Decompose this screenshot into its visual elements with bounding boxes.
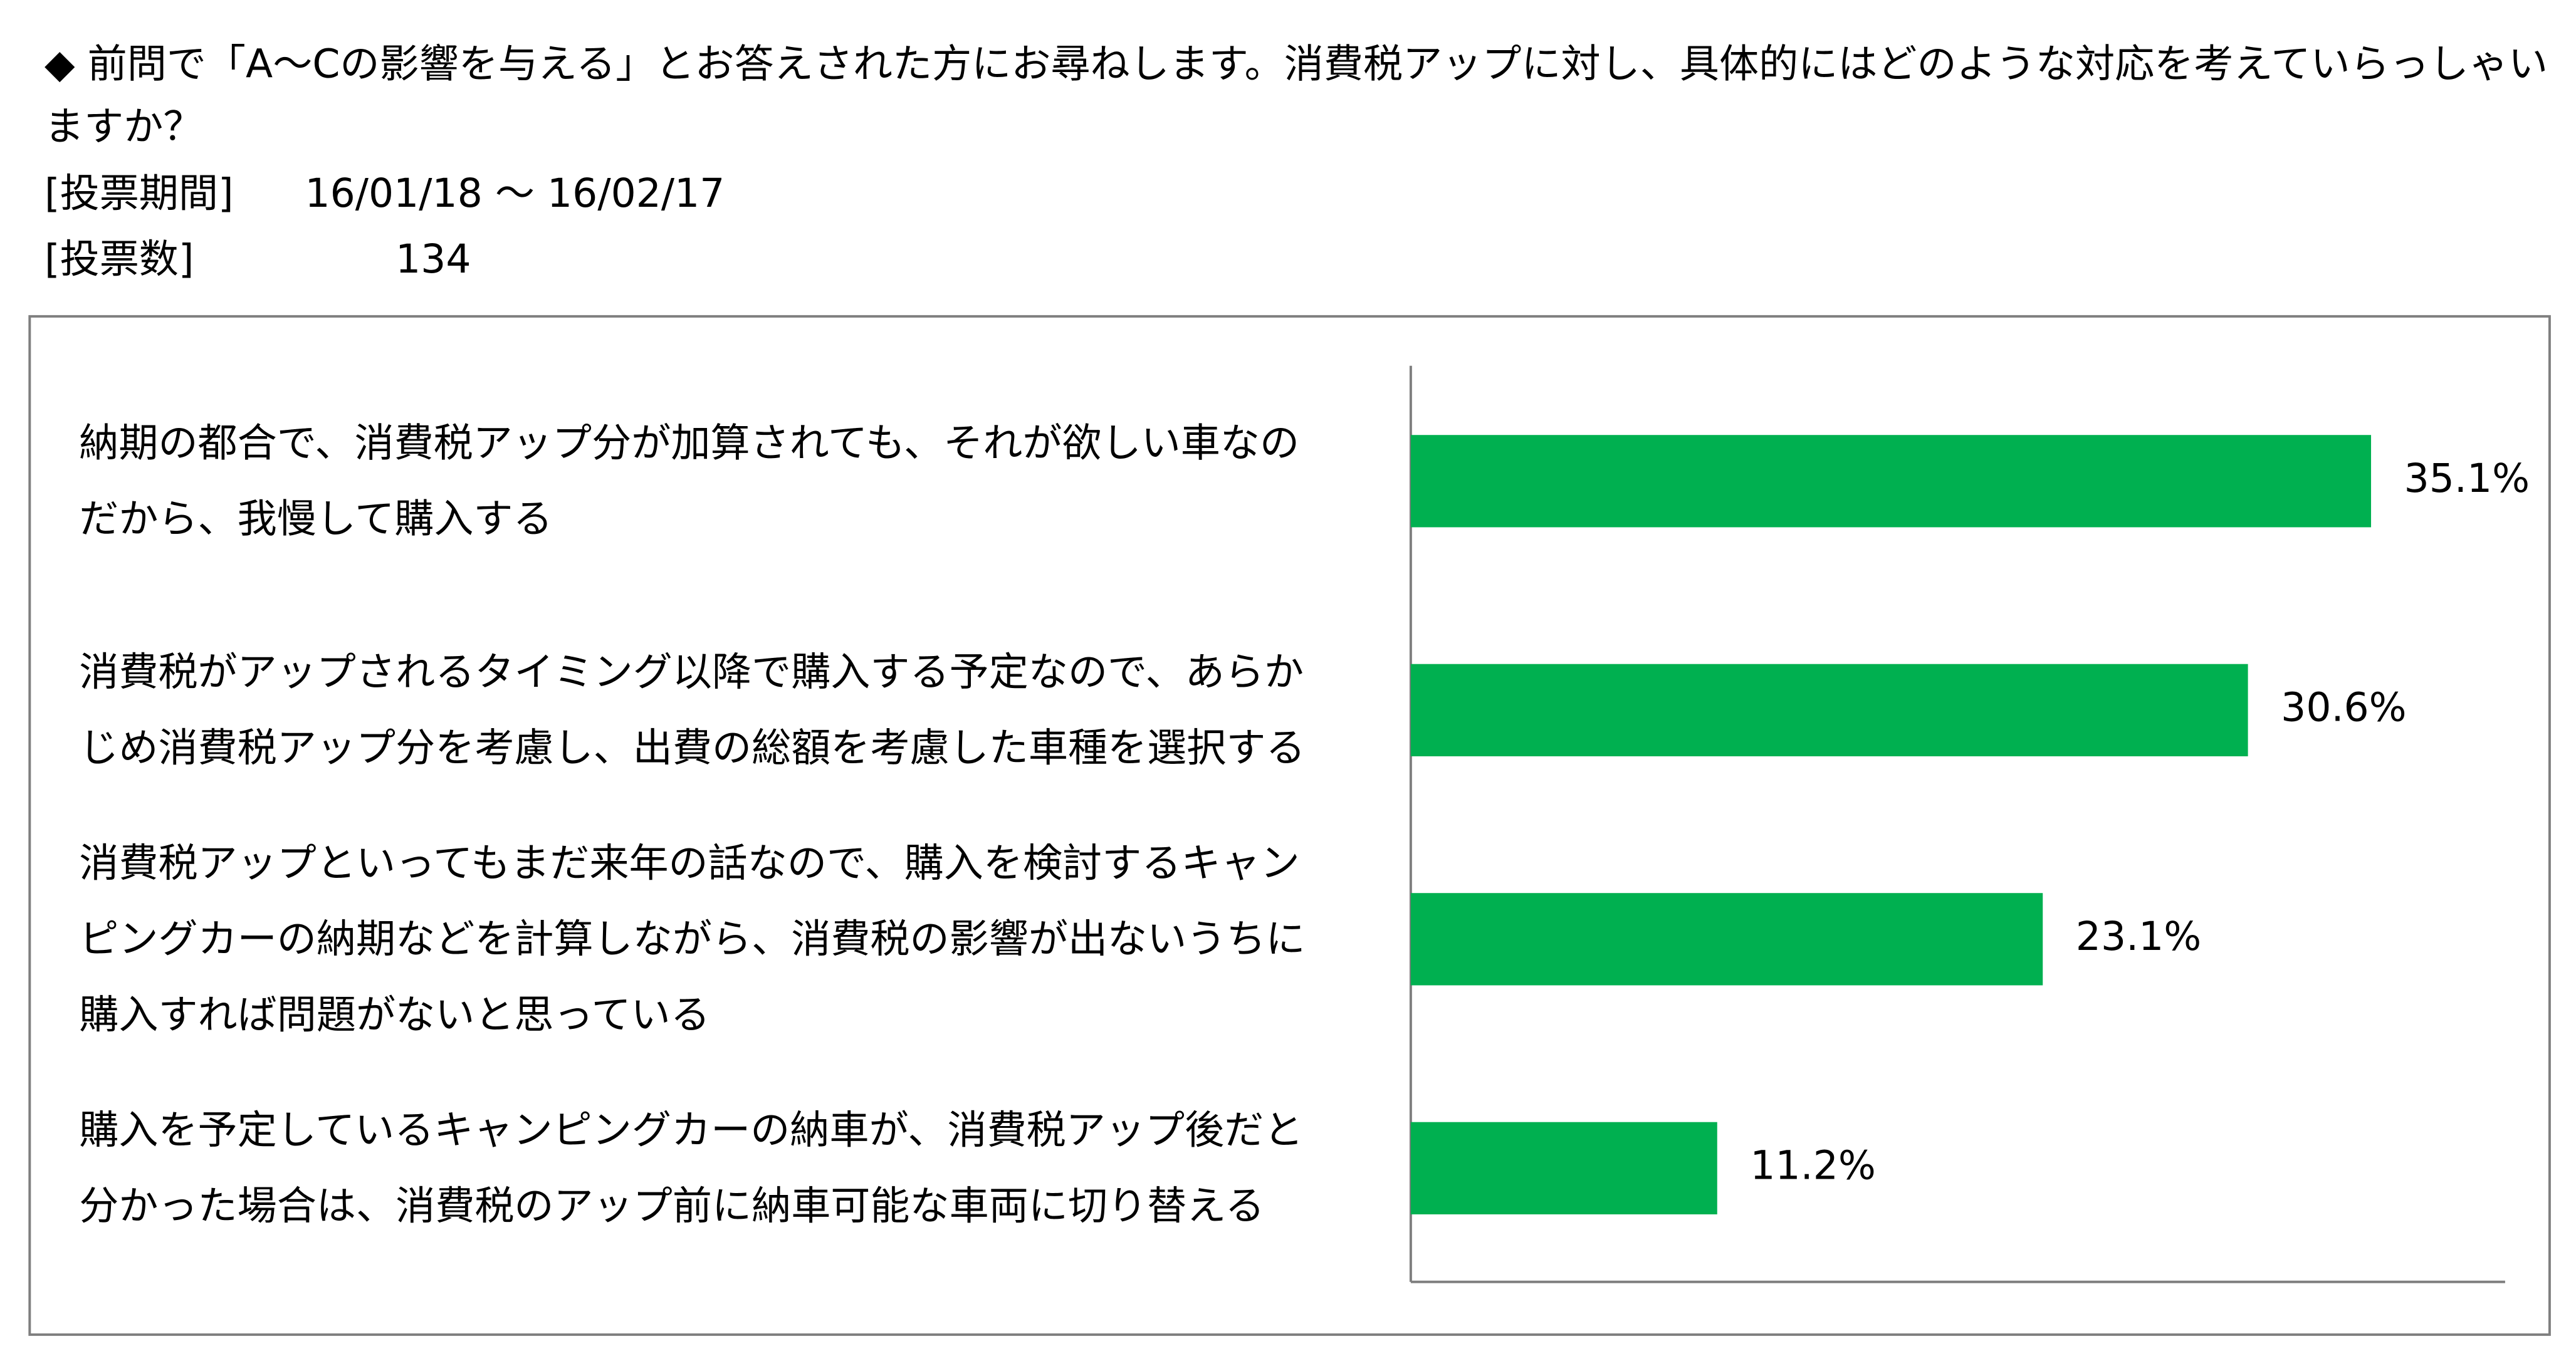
question-box: ◆ 前問で「A～Cの影響を与える」とお答えされた方にお尋ねします。消費税アップに… xyxy=(45,41,2548,150)
value-label: 23.1% xyxy=(2076,913,2201,959)
value-label: 11.2% xyxy=(1750,1142,1875,1188)
category-label: 消費税がアップされるタイミング以降で購入する予定なので、あらかじめ消費税アップ分… xyxy=(79,649,1306,771)
bar xyxy=(1410,435,2372,528)
chart-frame xyxy=(28,315,2551,1336)
count-label: [投票数] xyxy=(45,236,194,282)
category-label-box: 購入を予定しているキャンピングカーの納車が、消費税アップ後だと分かった場合は、消… xyxy=(79,1107,1304,1229)
bar xyxy=(1410,893,2043,986)
count: 134 xyxy=(395,236,471,282)
category-label: 購入を予定しているキャンピングカーの納車が、消費税アップ後だと分かった場合は、消… xyxy=(79,1107,1304,1229)
category-label-box: 消費税がアップされるタイミング以降で購入する予定なので、あらかじめ消費税アップ分… xyxy=(79,649,1306,771)
category-label: 消費税アップといってもまだ来年の話なので、購入を検討するキャンピングカーの納期な… xyxy=(79,840,1306,1038)
value-label: 35.1% xyxy=(2404,455,2530,501)
period: 16/01/18 ～ 16/02/17 xyxy=(305,170,725,216)
bar xyxy=(1410,1122,1717,1214)
period-label: [投票期間] xyxy=(45,170,234,216)
bar xyxy=(1410,664,2248,756)
question: ◆ 前問で「A～Cの影響を与える」とお答えされた方にお尋ねします。消費税アップに… xyxy=(45,41,2548,150)
value-label: 30.6% xyxy=(2281,684,2406,730)
category-label-box: 納期の都合で、消費税アップ分が加算されても、それが欲しい車なのだから、我慢して購… xyxy=(79,420,1300,543)
category-label: 納期の都合で、消費税アップ分が加算されても、それが欲しい車なのだから、我慢して購… xyxy=(79,420,1300,543)
category-label-box: 消費税アップといってもまだ来年の話なので、購入を検討するキャンピングカーの納期な… xyxy=(79,840,1306,1038)
